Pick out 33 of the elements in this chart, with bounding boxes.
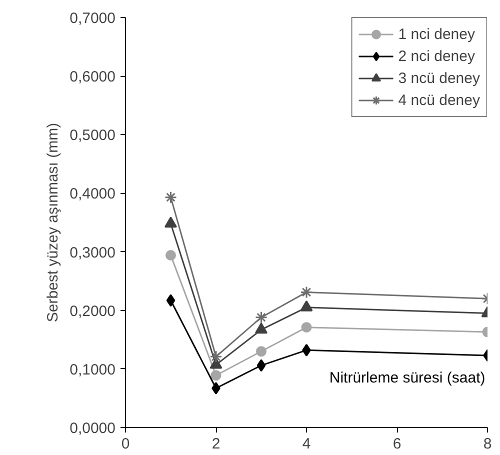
y-tick-label: 0,1000 — [70, 361, 116, 378]
legend-label: 3 ncü deney — [398, 70, 480, 86]
point — [300, 300, 313, 312]
y-tick-label: 0,3000 — [70, 244, 116, 262]
x-tick-label: 6 — [392, 436, 402, 452]
point — [255, 311, 268, 324]
point — [210, 370, 222, 381]
point — [210, 358, 222, 369]
point — [210, 350, 222, 363]
x-tick-label: 2 — [212, 436, 220, 452]
point — [256, 359, 266, 372]
x-tick-label: 4 — [302, 436, 311, 452]
x-axis-title: Nitrürleme süresi (saat) — [329, 370, 486, 386]
point — [164, 216, 177, 228]
y-axis-title: Serbest yüzey aşınması (mm) — [44, 122, 62, 322]
y-tick-label: 0,7000 — [70, 10, 116, 27]
point — [166, 294, 176, 307]
legend-label: 1 nci deney — [398, 26, 475, 42]
point — [256, 346, 266, 357]
point — [164, 191, 177, 204]
point — [166, 250, 176, 261]
point — [301, 322, 312, 333]
point — [300, 286, 313, 298]
x-tick-label: 0 — [121, 436, 130, 452]
y-tick-label: 0,5000 — [70, 127, 116, 144]
y-tick-label: 0,0000 — [70, 420, 116, 437]
y-tick-label: 0,6000 — [70, 68, 116, 86]
legend-label: 2 nci deney — [398, 48, 475, 64]
legend-label: 4 ncü deney — [398, 92, 480, 108]
y-tick-label: 0,4000 — [70, 186, 116, 203]
point — [255, 322, 268, 334]
x-tick-label: 8 — [483, 436, 492, 452]
y-tick-label: 0,2000 — [70, 302, 116, 320]
